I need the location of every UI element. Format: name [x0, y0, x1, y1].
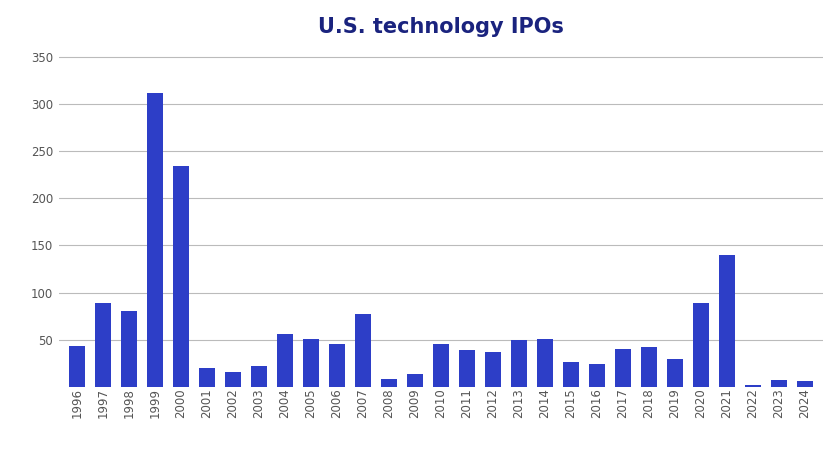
Bar: [744, 385, 761, 387]
Bar: [641, 347, 658, 387]
Bar: [250, 366, 267, 387]
Bar: [381, 379, 397, 387]
Bar: [589, 364, 606, 387]
Bar: [224, 372, 241, 387]
Bar: [563, 362, 580, 387]
Bar: [537, 339, 554, 387]
Bar: [69, 346, 86, 387]
Bar: [276, 334, 293, 387]
Bar: [796, 381, 813, 387]
Bar: [718, 255, 736, 387]
Bar: [407, 374, 423, 387]
Title: U.S. technology IPOs: U.S. technology IPOs: [318, 17, 564, 37]
Bar: [692, 303, 710, 387]
Bar: [433, 344, 449, 387]
Bar: [146, 93, 164, 387]
Bar: [485, 352, 501, 387]
Bar: [354, 314, 371, 387]
Bar: [172, 166, 190, 387]
Bar: [667, 359, 684, 387]
Bar: [302, 339, 319, 387]
Bar: [459, 350, 475, 387]
Bar: [121, 311, 138, 387]
Bar: [511, 340, 528, 387]
Bar: [770, 380, 787, 387]
Bar: [95, 303, 112, 387]
Bar: [198, 368, 215, 387]
Bar: [328, 344, 345, 387]
Bar: [615, 349, 632, 387]
